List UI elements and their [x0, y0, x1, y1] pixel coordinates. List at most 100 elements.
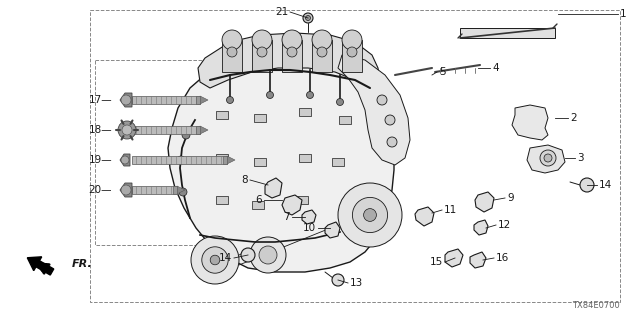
Bar — [339, 116, 351, 124]
Bar — [282, 40, 302, 72]
Circle shape — [210, 255, 220, 265]
Circle shape — [305, 15, 310, 20]
Bar — [216, 196, 228, 204]
Polygon shape — [120, 93, 132, 107]
Bar — [132, 96, 200, 104]
Text: 10: 10 — [303, 223, 316, 233]
Polygon shape — [120, 183, 132, 197]
Bar — [132, 156, 227, 164]
Bar — [216, 111, 228, 119]
Bar — [254, 158, 266, 166]
Polygon shape — [527, 145, 565, 173]
Text: 7: 7 — [284, 212, 290, 222]
Text: 19—: 19— — [88, 155, 112, 165]
Text: 15: 15 — [429, 257, 443, 267]
Bar — [196, 96, 200, 104]
Circle shape — [227, 47, 237, 57]
Polygon shape — [282, 195, 302, 215]
Bar — [460, 28, 555, 38]
Polygon shape — [512, 105, 548, 140]
Text: 4: 4 — [492, 63, 499, 73]
Polygon shape — [415, 207, 434, 226]
Circle shape — [540, 150, 556, 166]
Bar — [332, 158, 344, 166]
Polygon shape — [338, 55, 410, 165]
Circle shape — [287, 47, 297, 57]
Polygon shape — [198, 33, 380, 88]
Circle shape — [122, 125, 132, 135]
Circle shape — [227, 97, 234, 103]
Text: 12: 12 — [498, 220, 511, 230]
Polygon shape — [168, 55, 394, 272]
Bar — [299, 154, 311, 162]
Text: 14: 14 — [219, 253, 232, 263]
Bar — [216, 154, 228, 162]
Bar — [342, 40, 362, 72]
Bar — [132, 126, 200, 134]
Circle shape — [252, 30, 272, 50]
Circle shape — [544, 154, 552, 162]
Polygon shape — [200, 96, 208, 104]
Circle shape — [303, 13, 313, 23]
Circle shape — [257, 47, 267, 57]
Circle shape — [121, 156, 129, 164]
Circle shape — [191, 236, 239, 284]
Circle shape — [364, 209, 376, 221]
Polygon shape — [302, 210, 316, 224]
Polygon shape — [470, 252, 486, 268]
Polygon shape — [325, 222, 340, 238]
Polygon shape — [445, 249, 463, 267]
Text: 8: 8 — [241, 175, 248, 185]
Text: 5: 5 — [439, 67, 445, 77]
Text: 13: 13 — [350, 278, 364, 288]
Text: 20—: 20— — [88, 185, 112, 195]
Polygon shape — [200, 126, 208, 134]
Text: 1: 1 — [620, 9, 627, 19]
Circle shape — [580, 178, 594, 192]
Circle shape — [312, 30, 332, 50]
Circle shape — [259, 246, 277, 264]
Circle shape — [337, 99, 344, 106]
Circle shape — [387, 137, 397, 147]
Text: 14: 14 — [599, 180, 612, 190]
Circle shape — [282, 30, 302, 50]
Circle shape — [241, 248, 255, 262]
Circle shape — [385, 115, 395, 125]
Text: 16: 16 — [496, 253, 509, 263]
Circle shape — [307, 92, 314, 99]
Circle shape — [118, 121, 136, 139]
Text: 18—: 18— — [88, 125, 112, 135]
Bar — [95, 60, 265, 245]
Text: 6: 6 — [255, 195, 262, 205]
Circle shape — [342, 30, 362, 50]
Text: 3: 3 — [577, 153, 584, 163]
Circle shape — [332, 274, 344, 286]
Circle shape — [177, 156, 185, 164]
Circle shape — [121, 185, 131, 195]
Text: TX84E0700: TX84E0700 — [572, 301, 620, 310]
Circle shape — [222, 30, 242, 50]
Circle shape — [317, 47, 327, 57]
Text: 2: 2 — [570, 113, 577, 123]
Circle shape — [353, 197, 388, 233]
Bar — [254, 114, 266, 122]
Polygon shape — [227, 156, 235, 164]
Text: 11: 11 — [444, 205, 457, 215]
Circle shape — [347, 47, 357, 57]
Bar — [252, 201, 264, 209]
Bar — [296, 196, 308, 204]
Circle shape — [202, 247, 228, 273]
Text: 9: 9 — [507, 193, 514, 203]
Circle shape — [121, 95, 131, 105]
Polygon shape — [475, 192, 494, 212]
FancyArrowPatch shape — [37, 264, 49, 271]
Circle shape — [179, 188, 187, 196]
Bar — [222, 40, 242, 72]
Polygon shape — [265, 178, 282, 198]
Polygon shape — [474, 220, 488, 235]
Bar — [90, 10, 620, 302]
Polygon shape — [120, 154, 130, 166]
Text: 21: 21 — [275, 7, 288, 17]
Circle shape — [338, 183, 402, 247]
Bar — [223, 156, 227, 164]
